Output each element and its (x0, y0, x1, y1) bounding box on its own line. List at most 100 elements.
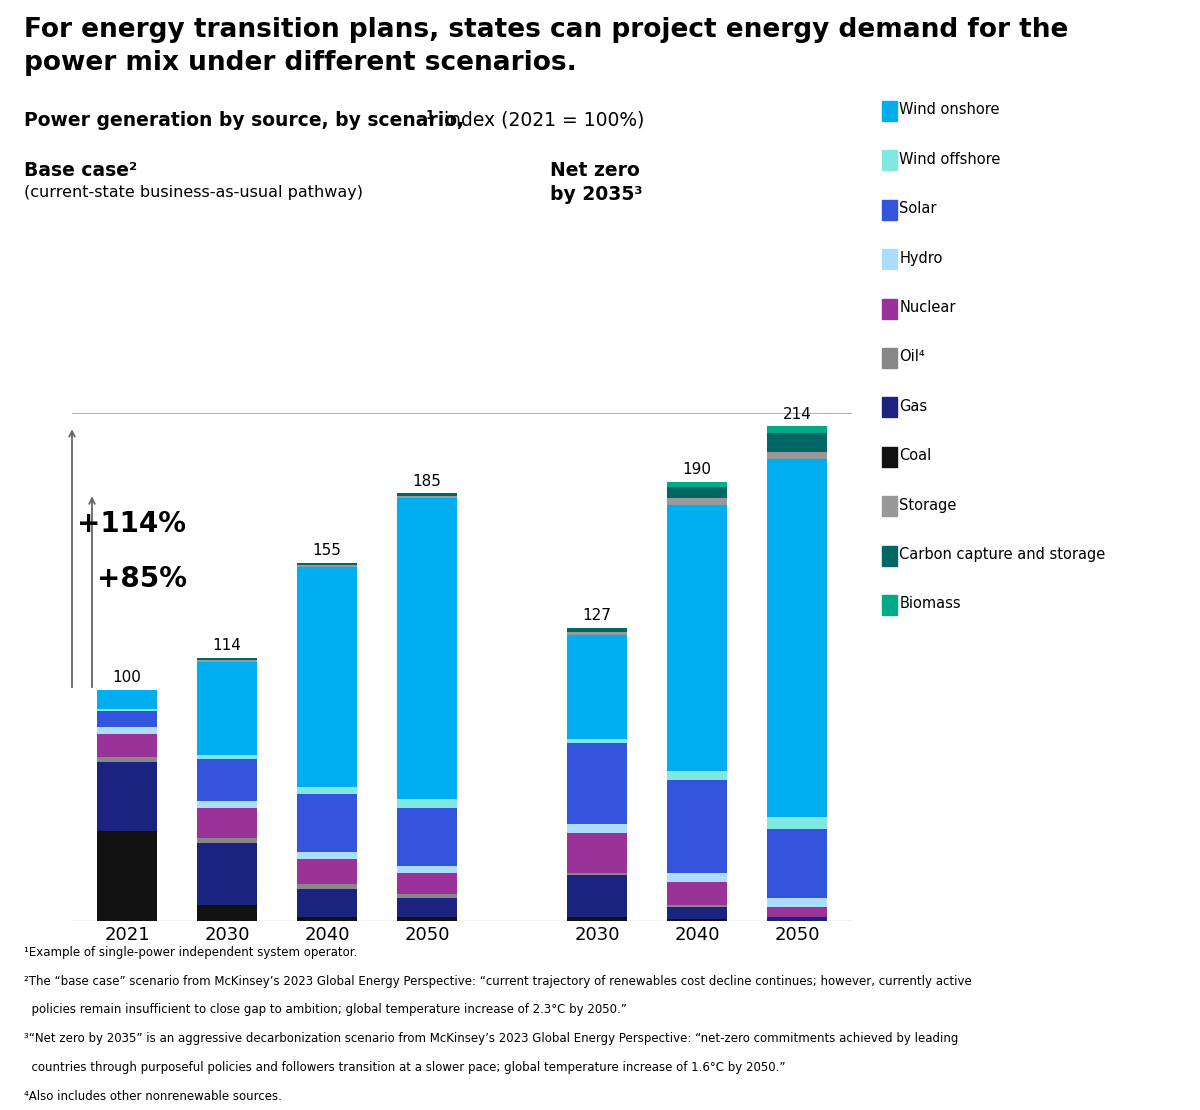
Text: 1: 1 (426, 109, 434, 122)
Bar (568, 635, 628, 738)
Bar (767, 458, 827, 817)
Bar (667, 872, 727, 882)
Text: Biomass: Biomass (899, 596, 961, 612)
Text: index (2021 = 100%): index (2021 = 100%) (438, 111, 644, 130)
Bar (97, 690, 157, 708)
Bar (767, 452, 827, 458)
Bar (298, 859, 358, 885)
Bar (298, 567, 358, 787)
Bar (568, 633, 628, 635)
Bar (397, 898, 457, 917)
Text: 190: 190 (683, 462, 712, 477)
Bar (298, 889, 358, 917)
Bar (298, 885, 358, 889)
Text: 114: 114 (212, 638, 241, 653)
Bar (767, 829, 827, 898)
Bar (667, 771, 727, 780)
Bar (568, 627, 628, 633)
Bar (397, 496, 457, 498)
Text: Net zero: Net zero (550, 161, 640, 180)
Bar (197, 842, 257, 905)
Text: +85%: +85% (97, 565, 187, 593)
Text: ¹Example of single-power independent system operator.: ¹Example of single-power independent sys… (24, 946, 358, 959)
Text: Solar: Solar (899, 201, 937, 216)
Bar (197, 905, 257, 921)
Bar (568, 834, 628, 872)
Text: Gas: Gas (899, 398, 928, 414)
Bar (197, 801, 257, 808)
Text: ²The “base case” scenario from McKinsey’s 2023 Global Energy Perspective: “curre: ²The “base case” scenario from McKinsey’… (24, 975, 972, 988)
Text: Wind onshore: Wind onshore (899, 102, 1000, 118)
Bar (397, 494, 457, 496)
Text: For energy transition plans, states can project energy demand for the: For energy transition plans, states can … (24, 17, 1068, 42)
Bar (667, 482, 727, 486)
Bar (298, 794, 358, 852)
Bar (568, 824, 628, 834)
Bar (197, 663, 257, 755)
Bar (767, 898, 827, 908)
Bar (197, 759, 257, 801)
Bar (298, 917, 358, 921)
Text: ³“Net zero by 2035” is an aggressive decarbonization scenario from McKinsey’s 20: ³“Net zero by 2035” is an aggressive dec… (24, 1032, 959, 1046)
Bar (767, 433, 827, 452)
Bar (397, 872, 457, 894)
Bar (298, 563, 358, 565)
Bar (397, 866, 457, 872)
Bar (397, 498, 457, 799)
Bar (667, 498, 727, 505)
Text: (current-state business-as-usual pathway): (current-state business-as-usual pathway… (24, 185, 364, 201)
Bar (197, 808, 257, 838)
Bar (397, 799, 457, 808)
Bar (397, 808, 457, 866)
Bar (197, 657, 257, 660)
Bar (767, 908, 827, 917)
Text: +114%: +114% (77, 509, 186, 537)
Text: ⁴Also includes other nonrenewable sources.: ⁴Also includes other nonrenewable source… (24, 1090, 282, 1103)
Text: Hydro: Hydro (899, 251, 943, 265)
Text: Nuclear: Nuclear (899, 300, 955, 315)
Bar (667, 505, 727, 771)
Text: Storage: Storage (899, 497, 956, 513)
Bar (298, 565, 358, 567)
Bar (568, 744, 628, 824)
Text: 100: 100 (113, 670, 142, 685)
Bar (667, 780, 727, 872)
Bar (197, 660, 257, 663)
Bar (667, 908, 727, 919)
Text: 214: 214 (782, 406, 811, 422)
Text: 155: 155 (312, 543, 342, 558)
Text: 127: 127 (582, 608, 612, 623)
Bar (197, 838, 257, 842)
Bar (97, 708, 157, 710)
Bar (397, 917, 457, 921)
Text: Carbon capture and storage: Carbon capture and storage (899, 547, 1105, 562)
Bar (97, 831, 157, 921)
Bar (568, 872, 628, 875)
Bar (97, 710, 157, 727)
Bar (97, 727, 157, 734)
Bar (568, 738, 628, 744)
Text: Coal: Coal (899, 448, 931, 463)
Text: policies remain insufficient to close gap to ambition; global temperature increa: policies remain insufficient to close ga… (24, 1003, 626, 1017)
Bar (667, 905, 727, 908)
Bar (97, 761, 157, 831)
Bar (197, 755, 257, 759)
Bar (298, 852, 358, 859)
Text: Power generation by source, by scenario,: Power generation by source, by scenario, (24, 111, 464, 130)
Bar (767, 917, 827, 921)
Text: by 2035³: by 2035³ (550, 185, 642, 204)
Text: countries through purposeful policies and followers transition at a slower pace;: countries through purposeful policies an… (24, 1061, 786, 1074)
Bar (397, 894, 457, 898)
Bar (667, 486, 727, 498)
Text: 185: 185 (413, 474, 442, 488)
Text: Oil⁴: Oil⁴ (899, 350, 925, 364)
Bar (667, 882, 727, 905)
Bar (298, 787, 358, 794)
Bar (97, 757, 157, 761)
Bar (767, 817, 827, 829)
Bar (568, 875, 628, 917)
Bar (667, 919, 727, 921)
Text: Base case²: Base case² (24, 161, 137, 180)
Bar (97, 734, 157, 757)
Text: power mix under different scenarios.: power mix under different scenarios. (24, 50, 577, 75)
